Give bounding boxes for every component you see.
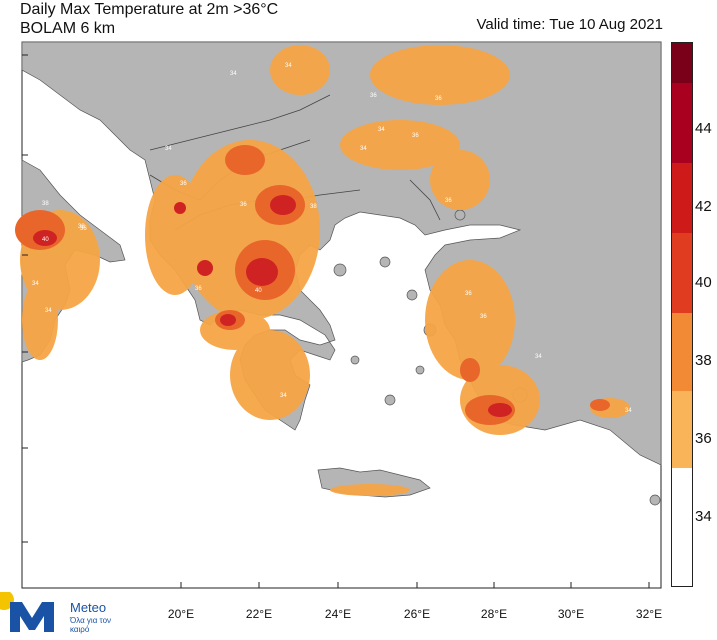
meteo-logo-icon — [0, 592, 54, 632]
lat-ticks — [22, 54, 28, 543]
lon-label: 26°E — [404, 607, 430, 621]
lon-label: 20°E — [168, 607, 194, 621]
colorbar-swatch-44 — [672, 83, 692, 163]
title-line2: BOLAM 6 km — [20, 20, 116, 37]
temp-red — [33, 195, 512, 417]
colorbar-swatch-38 — [672, 313, 692, 391]
contour-label: 36 — [435, 96, 442, 102]
lon-label: 22°E — [246, 607, 272, 621]
contour-label: 40 — [42, 237, 49, 243]
contour-label: 36 — [412, 133, 419, 139]
contour-label: 36 — [445, 198, 452, 204]
colorbar-swatch-36 — [672, 391, 692, 468]
title-line1: Daily Max Temperature at 2m >36°C — [20, 1, 279, 18]
contour-label: 34 — [280, 393, 287, 399]
map-title: Daily Max Temperature at 2m >36°C BOLAM … — [20, 0, 278, 38]
lon-label: 28°E — [481, 607, 507, 621]
colorbar-label: 44 — [695, 120, 712, 137]
colorbar-swatch-42 — [672, 163, 692, 233]
lon-label: 30°E — [558, 607, 584, 621]
contour-label: 34 — [360, 146, 367, 152]
colorbar-swatch-44plus — [672, 43, 692, 83]
colorbar-label: 40 — [695, 274, 712, 291]
lon-label: 24°E — [325, 607, 351, 621]
contour-label: 34 — [535, 354, 542, 360]
contour-label: 34 — [165, 146, 172, 152]
contour-label: 36 — [80, 226, 87, 232]
valid-time: Valid time: Tue 10 Aug 2021 — [476, 16, 663, 33]
colorbar-label: 36 — [695, 430, 712, 447]
contour-label: 34 — [32, 281, 39, 287]
contour-label: 36 — [480, 314, 487, 320]
colorbar-label: 42 — [695, 198, 712, 215]
colorbar-swatch-40 — [672, 233, 692, 313]
lon-label: 32°E — [636, 607, 662, 621]
contour-label: 34 — [378, 127, 385, 133]
contour-label: 38 — [310, 204, 317, 210]
contour-label: 34 — [45, 308, 52, 314]
logo-tagline: Όλα για τον καιρό — [70, 616, 112, 634]
colorbar-label: 38 — [695, 352, 712, 369]
lon-ticks — [180, 582, 650, 588]
colorbar-swatch-34 — [672, 468, 692, 586]
contour-label: 36 — [465, 291, 472, 297]
contour-label: 36 — [180, 181, 187, 187]
contour-label: 34 — [230, 71, 237, 77]
contour-label: 38 — [78, 224, 85, 230]
contour-label: 38 — [42, 201, 49, 207]
colorbar — [671, 42, 693, 587]
contour-label: 40 — [255, 288, 262, 294]
contour-label: 36 — [195, 286, 202, 292]
contour-label: 36 — [370, 93, 377, 99]
logo-name: Meteo — [70, 600, 107, 615]
contour-label: 34 — [285, 63, 292, 69]
contour-label: 36 — [240, 202, 247, 208]
contour-label: 34 — [625, 408, 632, 414]
colorbar-label: 34 — [695, 508, 712, 525]
